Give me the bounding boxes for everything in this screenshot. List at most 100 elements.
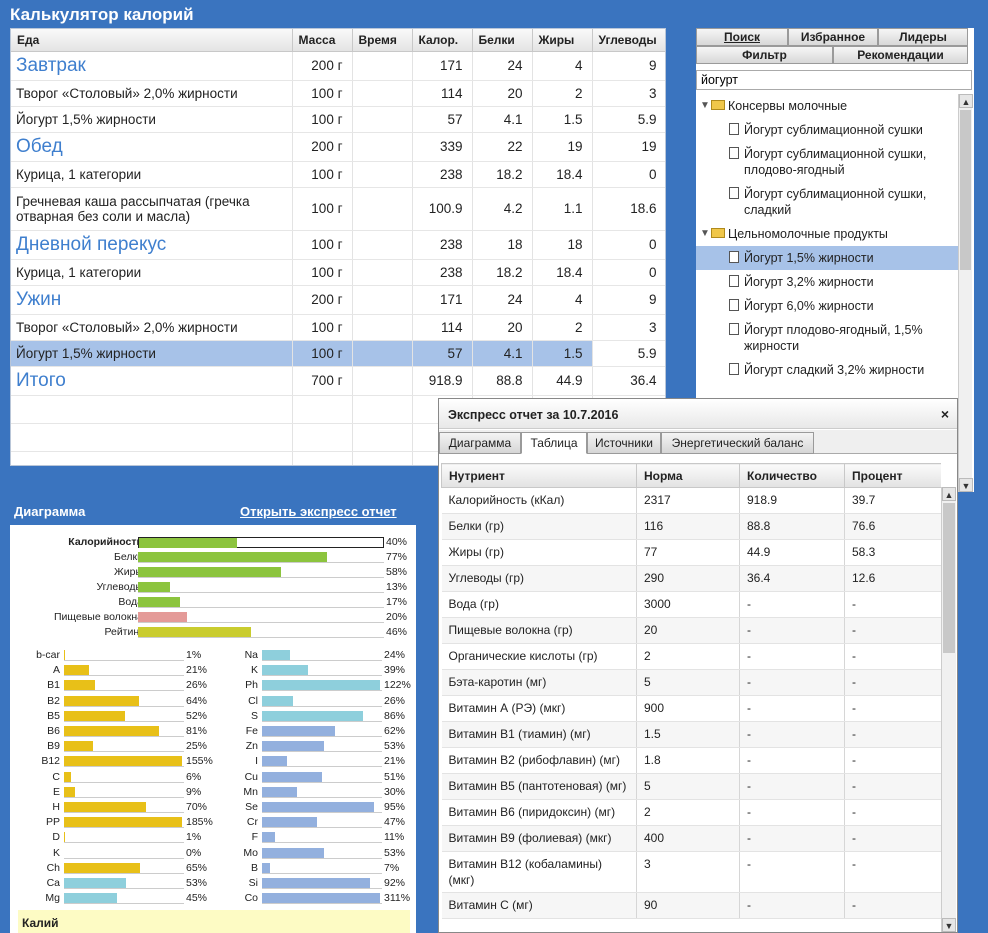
- nutrient-cell: 12.6: [844, 565, 941, 592]
- minerals-bar-row: Co 311%: [210, 891, 410, 906]
- open-express-report-link[interactable]: Открыть экспресс отчет: [240, 504, 397, 519]
- tab-table[interactable]: Таблица: [521, 432, 587, 454]
- nutrient-row[interactable]: Калорийность (кКал) 2317 918.9 39.7: [441, 487, 941, 514]
- nutrient-cell: 2: [636, 643, 740, 670]
- column-header[interactable]: Углеводы: [592, 29, 665, 52]
- nutrient-row[interactable]: Белки (гр) 116 88.8 76.6: [441, 513, 941, 540]
- tab-favorites[interactable]: Избранное: [788, 28, 878, 46]
- nutrient-row[interactable]: Пищевые волокна (гр) 20- -: [441, 617, 941, 644]
- tree-item[interactable]: Йогурт сублимационной сушки: [696, 118, 958, 142]
- bar-fill: [262, 802, 374, 812]
- tree-scrollbar[interactable]: ▲ ▼: [958, 94, 973, 492]
- column-header[interactable]: Норма: [636, 463, 740, 488]
- cell-fat: 19: [532, 132, 593, 162]
- column-header[interactable]: Жиры: [532, 29, 593, 52]
- nutrient-row[interactable]: Углеводы (гр) 290 36.4 12.6: [441, 565, 941, 592]
- tab-sources[interactable]: Источники: [587, 432, 661, 454]
- food-row[interactable]: Творог «Столовый» 2,0% жирности 100 г 114 2…: [11, 314, 665, 341]
- expand-triangle-icon[interactable]: ▼: [700, 100, 710, 111]
- bar-track: [64, 893, 184, 905]
- empty-cell: [11, 423, 293, 452]
- food-row[interactable]: Йогурт 1,5% жирности 100 г 57 4.1 1.5 5.9: [11, 340, 665, 367]
- cell-time: [352, 314, 413, 341]
- cell-name: Творог «Столовый» 2,0% жирности: [11, 80, 293, 107]
- tree-label: Йогурт 6,0% жирности: [744, 299, 874, 313]
- tab-recommendations[interactable]: Рекомендации: [833, 46, 968, 64]
- tree-item[interactable]: Йогурт 3,2% жирности: [696, 270, 958, 294]
- nutrient-row[interactable]: Витамин В1 (тиамин) (мг) 1.5- -: [441, 721, 941, 748]
- nutrient-row[interactable]: Бэта-каротин (мг) 5- -: [441, 669, 941, 696]
- nutrient-row[interactable]: Витамин С (мг) 90- -: [441, 892, 941, 919]
- tab-search[interactable]: Поиск: [696, 28, 788, 46]
- food-row[interactable]: Гречневая каша рассыпчатая (гречка отвар…: [11, 187, 665, 231]
- bar-percent: 81%: [186, 725, 208, 737]
- bar-label: S: [250, 709, 258, 722]
- food-row[interactable]: Творог «Столовый» 2,0% жирности 100 г 114 2…: [11, 80, 665, 107]
- tree-folder[interactable]: ▼ Цельномолочные продукты: [696, 222, 958, 246]
- express-table-scrollbar[interactable]: ▲ ▼: [941, 487, 956, 932]
- bar-percent: 122%: [384, 679, 411, 692]
- column-header[interactable]: Время: [352, 29, 413, 52]
- close-icon[interactable]: ×: [940, 406, 949, 422]
- nutrient-row[interactable]: Витамин А (РЭ) (мкг) 900- -: [441, 695, 941, 722]
- nutrient-cell: -: [739, 669, 845, 696]
- expand-triangle-icon[interactable]: ▼: [700, 228, 710, 239]
- column-header[interactable]: Нутриент: [441, 463, 637, 488]
- search-input[interactable]: [696, 70, 972, 90]
- column-header[interactable]: Калор.: [412, 29, 473, 52]
- tree-item[interactable]: Йогурт 1,5% жирности: [696, 246, 958, 270]
- tab-filter[interactable]: Фильтр: [696, 46, 833, 64]
- nutrient-cell: 76.6: [844, 513, 941, 540]
- food-row[interactable]: Курица, 1 категории 100 г 238 18.2 18.4 0: [11, 161, 665, 188]
- bar-percent: 58%: [386, 566, 408, 578]
- scroll-up-icon[interactable]: ▲: [942, 487, 956, 501]
- nutrient-row[interactable]: Органические кислоты (гр) 2- -: [441, 643, 941, 670]
- column-header[interactable]: Еда: [11, 29, 293, 52]
- meal-row[interactable]: Завтрак 200 г 171 24 4 9: [11, 51, 665, 81]
- tree-item[interactable]: Йогурт 6,0% жирности: [696, 294, 958, 318]
- tree-item[interactable]: Йогурт плодово-ягодный, 1,5% жирности: [696, 318, 958, 358]
- tree-item[interactable]: Йогурт сублимационной сушки, плодово-яго…: [696, 142, 958, 182]
- nutrient-row[interactable]: Жиры (гр) 77 44.9 58.3: [441, 539, 941, 566]
- tab-diagram[interactable]: Диаграмма: [439, 432, 521, 454]
- scroll-down-icon[interactable]: ▼: [959, 478, 973, 492]
- meal-row[interactable]: Ужин 200 г 171 24 4 9: [11, 285, 665, 315]
- tab-energy-balance[interactable]: Энергетический баланс: [661, 432, 814, 454]
- nutrient-row[interactable]: Витамин В9 (фолиевая) (мкг) 400- -: [441, 825, 941, 852]
- nutrient-row[interactable]: Витамин В2 (рибофлавин) (мг) 1.8- -: [441, 747, 941, 774]
- tree-item[interactable]: Йогурт сладкий 3,2% жирности: [696, 358, 958, 382]
- tree-item[interactable]: Йогурт сублимационной сушки, сладкий: [696, 182, 958, 222]
- tab-leaders[interactable]: Лидеры: [878, 28, 968, 46]
- minerals-bar-row: Cr 47%: [210, 815, 410, 830]
- nutrient-row[interactable]: Витамин В5 (пантотеновая) (мг) 5- -: [441, 773, 941, 800]
- app-title: Калькулятор калорий: [10, 5, 194, 24]
- food-diary-table: Еда Масса Время Калор. Белки Жиры Углеводы Зав…: [10, 28, 666, 466]
- food-row[interactable]: Йогурт 1,5% жирности 100 г 57 4.1 1.5 5.9: [11, 106, 665, 133]
- bar-fill: [64, 680, 95, 691]
- meal-row[interactable]: Итого 700 г 918.9 88.8 44.9 36.4: [11, 366, 665, 396]
- column-header[interactable]: Процент: [844, 463, 941, 488]
- column-header[interactable]: Масса: [292, 29, 353, 52]
- column-header[interactable]: Белки: [472, 29, 533, 52]
- nutrient-row[interactable]: Вода (гр) 3000- -: [441, 591, 941, 618]
- express-report-titlebar: Экспресс отчет за 10.7.2016 ×: [439, 399, 957, 429]
- scroll-down-icon[interactable]: ▼: [942, 918, 956, 932]
- cell-mass: 100 г: [292, 340, 353, 367]
- meal-row[interactable]: Обед 200 г 339 22 19 19: [11, 132, 665, 162]
- cell-mass: 200 г: [292, 285, 353, 315]
- food-row[interactable]: Курица, 1 категории 100 г 238 18.2 18.4 0: [11, 259, 665, 286]
- scroll-thumb[interactable]: [943, 503, 955, 653]
- nutrient-bar-row: Жиры 58%: [10, 565, 416, 580]
- column-header[interactable]: Количество: [739, 463, 845, 488]
- minerals-bar-row: F 11%: [210, 830, 410, 845]
- meal-row[interactable]: Дневной перекус 100 г 238 18 18 0: [11, 230, 665, 260]
- tree-folder[interactable]: ▼ Консервы молочные: [696, 94, 958, 118]
- nutrient-cell: 900: [636, 695, 740, 722]
- scroll-up-icon[interactable]: ▲: [959, 94, 973, 108]
- vitamins-bar-row: Mg 45%: [12, 891, 212, 906]
- scroll-thumb[interactable]: [960, 110, 971, 270]
- nutrient-row[interactable]: Витамин В6 (пиридоксин) (мг) 2- -: [441, 799, 941, 826]
- bar-label: PP: [45, 816, 60, 829]
- tree-label: Цельномолочные продукты: [728, 227, 888, 241]
- nutrient-row[interactable]: Витамин В12 (кобаламины) (мкг) 3- -: [441, 851, 941, 893]
